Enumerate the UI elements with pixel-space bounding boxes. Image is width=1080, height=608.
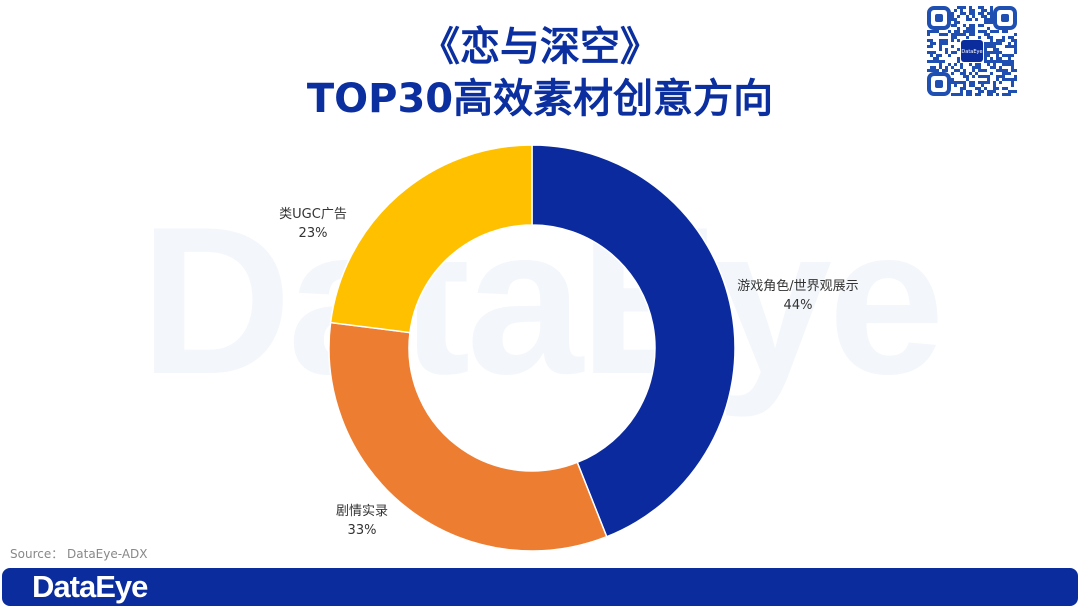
- dataeye-logo: DataEye: [32, 569, 148, 604]
- svg-text:DataEye: DataEye: [961, 49, 982, 55]
- donut-slice: [328, 321, 608, 552]
- donut-chart: 游戏角色/世界观展示 44% 剧情实录 33% 类UGC广告 23%: [279, 144, 859, 552]
- page-subtitle: TOP30高效素材创意方向: [306, 76, 774, 122]
- slice-category-label: 游戏角色/世界观展示: [737, 278, 858, 294]
- slice-percent-label: 44%: [784, 298, 813, 313]
- donut-slice: [329, 144, 533, 334]
- page-title: 《恋与深空》: [420, 24, 660, 70]
- slice-category-label: 剧情实录: [336, 504, 388, 519]
- slice-percent-label: 33%: [348, 523, 377, 538]
- source-note: Source： DataEye-ADX: [10, 547, 148, 561]
- qr-code: DataEye: [927, 6, 1017, 96]
- slice-percent-label: 23%: [299, 226, 328, 241]
- slice-category-label: 类UGC广告: [279, 207, 347, 222]
- donut-slice: [531, 144, 736, 538]
- footer-bar: DataEye: [2, 568, 1078, 606]
